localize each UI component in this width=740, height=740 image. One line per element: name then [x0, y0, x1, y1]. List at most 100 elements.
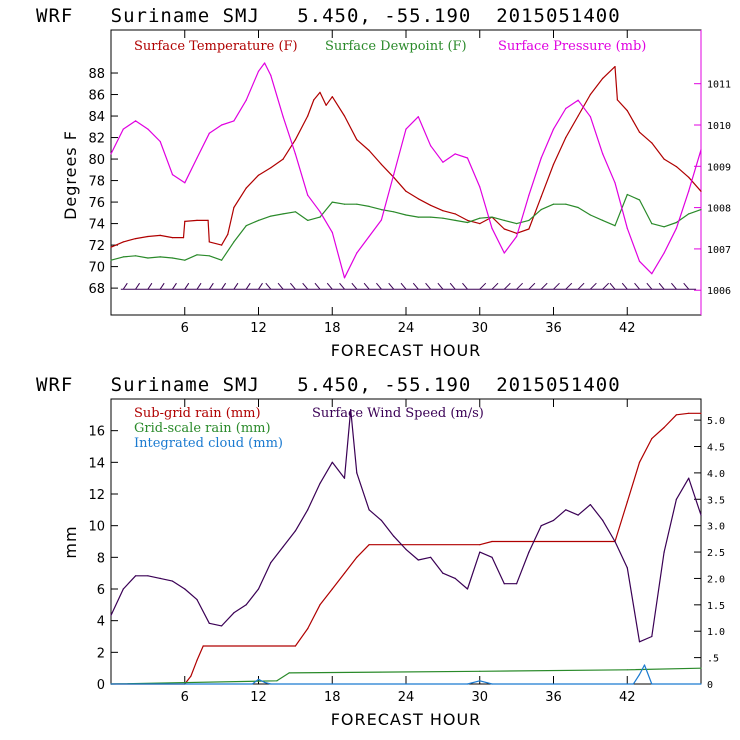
chart1-point-surface-dewpoint-f	[466, 221, 469, 224]
chart1-point-surface-dewpoint-f	[626, 193, 628, 196]
chart1-point-surface-dewpoint-f	[257, 219, 260, 221]
chart1-series-surface-pressure-mb	[110, 62, 702, 279]
wind-barb	[159, 282, 165, 290]
wind-barb	[425, 282, 431, 290]
chart2-xtick-label: 24	[398, 690, 415, 705]
chart1-point-surface-temperature-f	[221, 244, 223, 246]
chart2-ytick-label: 4	[97, 615, 105, 630]
chart2-point-integrated-cloud-mm	[264, 681, 266, 684]
chart2-point-surface-wind-speed-m-s	[159, 577, 161, 580]
chart2-point-integrated-cloud-mm	[270, 683, 272, 685]
chart2-point-grid-scale-rain-mm	[626, 669, 628, 671]
chart1-point-surface-pressure-mb	[626, 227, 628, 229]
chart2-point-integrated-cloud-mm	[257, 678, 260, 680]
chart1-xtick-label: 42	[619, 321, 636, 336]
chart1-y2tick-label: 1010	[707, 121, 731, 132]
wind-barb	[400, 282, 407, 290]
chart1-point-surface-temperature-f	[479, 223, 481, 225]
chart1-xlabel: FORECAST HOUR	[331, 341, 482, 360]
chart1-point-surface-temperature-f	[196, 219, 198, 221]
chart1-xtick-label: 6	[181, 321, 189, 336]
chart2-y2tick-label: 1.5	[707, 601, 725, 612]
chart1-ytick-label: 80	[88, 153, 105, 168]
chart1-point-surface-dewpoint-f	[516, 223, 518, 225]
chart2-point-surface-wind-speed-m-s	[319, 482, 321, 484]
chart1-point-surface-dewpoint-f	[614, 225, 616, 227]
chart2-point-sub-grid-rain-mm	[307, 628, 309, 630]
chart1-point-surface-dewpoint-f	[491, 216, 493, 218]
legend-integrated-cloud: Integrated cloud (mm)	[134, 436, 283, 451]
chart2-point-surface-wind-speed-m-s	[368, 509, 370, 511]
chart2-point-sub-grid-rain-mm	[202, 645, 204, 647]
chart2-point-sub-grid-rain-mm	[700, 412, 702, 414]
chart1-point-surface-dewpoint-f	[602, 219, 604, 221]
chart2-point-sub-grid-rain-mm	[479, 544, 481, 546]
wind-barb	[233, 282, 239, 290]
chart1-point-surface-temperature-f	[417, 198, 419, 200]
chart1-point-surface-pressure-mb	[589, 116, 592, 118]
chart1-point-surface-dewpoint-f	[282, 213, 284, 215]
chart1-point-surface-pressure-mb	[343, 277, 346, 279]
chart1-xtick-label: 18	[324, 321, 341, 336]
chart1-y2tick-label: 1011	[707, 80, 731, 91]
chart2-point-integrated-cloud-mm	[638, 673, 641, 676]
chart2-point-surface-wind-speed-m-s	[663, 551, 665, 553]
chart1-point-surface-pressure-mb	[380, 219, 382, 221]
chart2-point-surface-wind-speed-m-s	[589, 504, 592, 506]
chart1-y2tick-label: 1009	[707, 162, 731, 173]
wind-barb	[245, 282, 251, 290]
chart1-point-surface-temperature-f	[257, 174, 260, 176]
wind-barb	[351, 282, 358, 290]
chart1-point-surface-dewpoint-f	[688, 213, 690, 215]
chart2-point-sub-grid-rain-mm	[343, 572, 346, 574]
chart1-point-surface-dewpoint-f	[380, 209, 382, 211]
chart2-point-surface-wind-speed-m-s	[516, 583, 518, 585]
chart1-point-surface-temperature-f	[528, 228, 530, 230]
wind-barb	[339, 282, 345, 290]
chart2-point-sub-grid-rain-mm	[651, 438, 653, 440]
chart1-point-surface-pressure-mb	[294, 153, 296, 155]
chart1-point-surface-pressure-mb	[430, 145, 432, 147]
chart1-point-surface-pressure-mb	[552, 128, 555, 130]
chart1-point-surface-pressure-mb	[147, 128, 149, 130]
chart1-point-surface-pressure-mb	[565, 107, 567, 110]
chart1-point-surface-temperature-f	[313, 99, 315, 101]
wind-barb	[491, 282, 499, 290]
chart1-point-surface-dewpoint-f	[356, 203, 358, 205]
chart2-point-surface-wind-speed-m-s	[417, 559, 419, 561]
wind-barb	[602, 282, 610, 290]
wind-barb	[528, 282, 536, 290]
chart1-point-surface-temperature-f	[675, 166, 678, 168]
chart1-ytick-label: 86	[88, 89, 105, 104]
chart2-point-surface-wind-speed-m-s	[171, 580, 174, 582]
wind-barb	[646, 282, 653, 290]
legend-subgrid-rain: Sub-grid rain (mm)	[134, 406, 261, 421]
legend-wind-speed: Surface Wind Speed (m/s)	[312, 406, 484, 421]
chart1-point-surface-temperature-f	[171, 237, 174, 239]
chart1-point-surface-dewpoint-f	[159, 256, 161, 258]
chart1-point-surface-temperature-f	[207, 219, 209, 221]
chart1-point-surface-dewpoint-f	[196, 254, 198, 256]
chart1-point-surface-dewpoint-f	[638, 199, 641, 201]
chart2-point-grid-scale-rain-mm	[288, 672, 290, 674]
chart1-point-surface-pressure-mb	[110, 153, 112, 155]
chart2-point-sub-grid-rain-mm	[294, 645, 296, 647]
chart2-point-surface-wind-speed-m-s	[503, 583, 505, 585]
chart1-point-surface-temperature-f	[616, 99, 619, 101]
chart2-y2tick-label: 3.0	[707, 522, 725, 533]
chart1-title: WRF Suriname SMJ 5.450, -55.190 20150514…	[36, 5, 621, 27]
chart2-ytick-label: 6	[97, 583, 105, 598]
chart2-xtick-label: 18	[324, 690, 341, 705]
chart1-ytick-label: 70	[88, 261, 105, 276]
chart1-point-surface-dewpoint-f	[110, 259, 112, 261]
chart2-point-integrated-cloud-mm	[491, 683, 493, 685]
wind-barb	[147, 282, 153, 290]
chart2-ytick-label: 0	[97, 678, 105, 693]
chart1-point-surface-dewpoint-f	[540, 209, 542, 211]
chart1-point-surface-temperature-f	[159, 234, 161, 236]
chart1-point-surface-dewpoint-f	[245, 225, 247, 227]
chart1-ytick-label: 72	[88, 239, 105, 254]
chart1-xtick-label: 30	[471, 321, 488, 336]
chart1-point-surface-pressure-mb	[577, 99, 579, 101]
